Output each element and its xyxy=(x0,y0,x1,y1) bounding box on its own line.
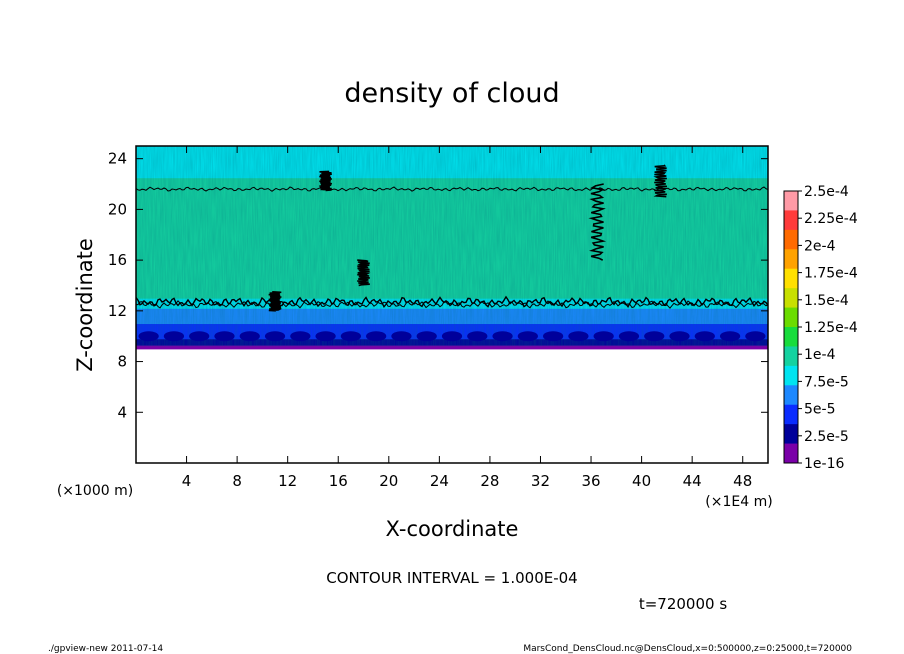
base-blob xyxy=(669,331,690,342)
base-blob xyxy=(239,331,260,342)
legend-label: 2.5e-5 xyxy=(804,429,849,445)
y-tick-label: 16 xyxy=(108,251,127,269)
plot-frame xyxy=(135,145,769,464)
legend-label: 1.5e-4 xyxy=(804,293,849,309)
y-tick-label: 4 xyxy=(117,403,127,421)
y-tick-label: 8 xyxy=(117,353,127,371)
x-tick-label: 8 xyxy=(232,472,242,490)
legend-swatch xyxy=(784,249,798,270)
heat-band xyxy=(136,345,768,350)
legend-swatch xyxy=(784,443,798,464)
legend-label: 1e-4 xyxy=(804,347,836,363)
base-blob xyxy=(214,331,235,342)
legend-label: 2.25e-4 xyxy=(804,211,858,227)
legend-label: 1.25e-4 xyxy=(804,320,858,336)
legend-swatch xyxy=(784,307,798,328)
contour-patch xyxy=(356,259,371,287)
y-tick-label: 24 xyxy=(108,150,127,168)
base-blob xyxy=(745,331,766,342)
base-blob xyxy=(290,331,311,342)
contour-patch xyxy=(319,170,332,192)
contour-patch xyxy=(588,183,607,261)
legend-swatch xyxy=(784,365,798,386)
base-blob xyxy=(644,331,665,342)
y-axis-ticks: 4 8 12 16 20 24 xyxy=(108,150,768,421)
legend-label: 1.75e-4 xyxy=(804,266,858,282)
base-blob xyxy=(189,331,210,342)
x-tick-label: 4 xyxy=(182,472,192,490)
x-unit-label: (×1E4 m) xyxy=(705,494,772,510)
y-tick-label: 12 xyxy=(108,302,127,320)
legend-label: 5e-5 xyxy=(804,402,835,418)
x-tick-label: 48 xyxy=(733,472,752,490)
base-blob xyxy=(719,331,741,342)
chart-title: density of cloud xyxy=(344,78,559,109)
legend-label: 7.5e-5 xyxy=(804,374,849,390)
x-axis-label: X-coordinate xyxy=(386,517,519,541)
contour-lines xyxy=(136,164,768,312)
base-blob xyxy=(492,331,513,342)
base-blob xyxy=(441,331,463,342)
x-tick-label: 44 xyxy=(683,472,702,490)
y-axis-label: Z-coordinate xyxy=(73,238,97,372)
heat-texture xyxy=(136,146,768,347)
base-blob xyxy=(543,331,564,342)
base-blob xyxy=(568,331,589,342)
y-tick-label: 20 xyxy=(108,200,127,218)
color-legend: 2.5e-4 2.25e-4 2e-4 1.75e-4 1.5e-4 1.25e-4 1e-… xyxy=(783,184,858,472)
legend-swatch xyxy=(784,191,798,211)
legend-swatch xyxy=(784,346,798,367)
base-blob xyxy=(467,331,488,342)
contour-interval-label: CONTOUR INTERVAL = 1.000E-04 xyxy=(326,569,577,587)
legend-label: 1e-16 xyxy=(804,456,844,472)
legend-swatch xyxy=(784,210,798,231)
heat-bands xyxy=(136,146,768,350)
footer-right: MarsCond_DensCloud.nc@DensCloud,x=0:5000… xyxy=(523,644,852,654)
contour-line xyxy=(136,295,768,308)
x-axis-ticks: 4 8 12 16 20 24 28 32 36 40 44 48 xyxy=(182,146,752,490)
legend-swatch xyxy=(784,404,798,425)
plot-area xyxy=(136,146,768,350)
base-blob xyxy=(391,331,412,342)
x-tick-label: 24 xyxy=(430,472,449,490)
x-tick-label: 16 xyxy=(329,472,348,490)
x-tick-label: 20 xyxy=(379,472,398,490)
legend-swatch xyxy=(784,385,798,406)
contour-patch xyxy=(653,164,667,198)
contour-patch xyxy=(268,291,283,312)
legend-label: 2.5e-4 xyxy=(804,184,849,200)
y-unit-label: (×1000 m) xyxy=(57,483,133,499)
x-tick-label: 40 xyxy=(632,472,651,490)
base-blob xyxy=(694,331,715,342)
x-tick-label: 36 xyxy=(581,472,600,490)
base-blob xyxy=(264,331,286,342)
base-blob xyxy=(315,331,336,342)
base-blob xyxy=(517,331,538,342)
x-tick-label: 32 xyxy=(531,472,550,490)
contour-line xyxy=(136,300,768,309)
footer-left: ./gpview-new 2011-07-14 xyxy=(48,644,163,654)
time-label: t=720000 s xyxy=(639,595,727,613)
base-blob xyxy=(618,331,640,342)
legend-swatch xyxy=(784,229,798,250)
legend-swatch xyxy=(784,288,798,308)
legend-swatch xyxy=(784,268,798,289)
x-tick-label: 28 xyxy=(480,472,499,490)
base-blob xyxy=(163,331,185,342)
base-blob xyxy=(340,331,361,342)
base-blob xyxy=(138,331,159,342)
base-blob xyxy=(593,331,614,342)
base-blob xyxy=(416,331,437,342)
base-blob xyxy=(366,331,387,342)
legend-swatch xyxy=(784,424,798,444)
x-tick-label: 12 xyxy=(278,472,297,490)
legend-label: 2e-4 xyxy=(804,238,836,254)
legend-swatch xyxy=(784,327,798,347)
